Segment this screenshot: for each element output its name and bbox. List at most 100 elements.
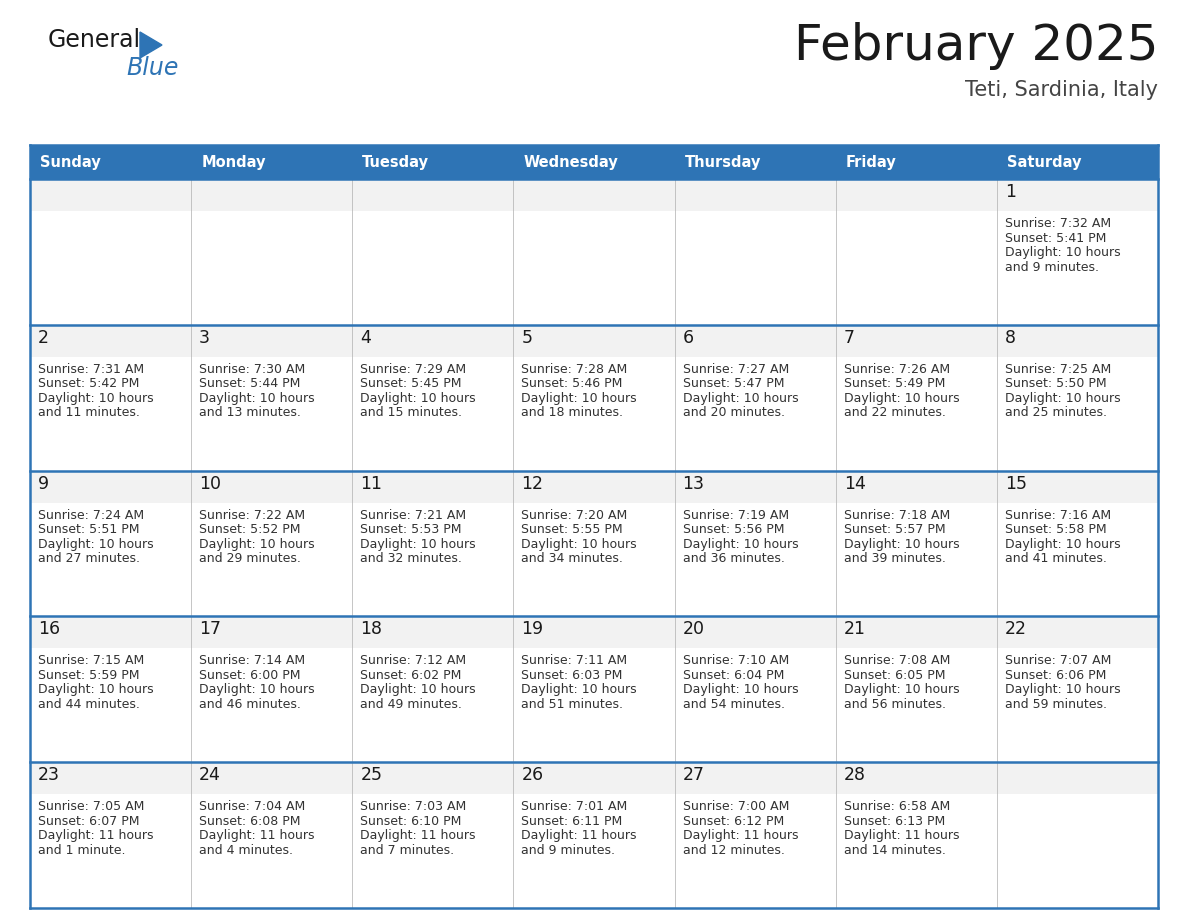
Bar bbox=[997, 503, 1158, 616]
Text: Saturday: Saturday bbox=[1007, 154, 1081, 170]
Text: and 54 minutes.: and 54 minutes. bbox=[683, 698, 784, 711]
Text: Sunrise: 7:08 AM: Sunrise: 7:08 AM bbox=[843, 655, 950, 667]
Text: Sunset: 6:10 PM: Sunset: 6:10 PM bbox=[360, 815, 462, 828]
Bar bbox=[353, 357, 513, 471]
Text: Sunrise: 7:28 AM: Sunrise: 7:28 AM bbox=[522, 363, 627, 375]
Text: Daylight: 10 hours: Daylight: 10 hours bbox=[843, 392, 960, 405]
Bar bbox=[513, 211, 675, 325]
Bar bbox=[30, 145, 191, 179]
Bar bbox=[30, 648, 191, 762]
Text: Sunset: 6:04 PM: Sunset: 6:04 PM bbox=[683, 669, 784, 682]
Text: Sunrise: 7:00 AM: Sunrise: 7:00 AM bbox=[683, 800, 789, 813]
Text: and 29 minutes.: and 29 minutes. bbox=[200, 552, 301, 565]
Text: Daylight: 10 hours: Daylight: 10 hours bbox=[522, 538, 637, 551]
Text: Daylight: 10 hours: Daylight: 10 hours bbox=[843, 684, 960, 697]
Text: 25: 25 bbox=[360, 767, 383, 784]
Text: Sunset: 5:45 PM: Sunset: 5:45 PM bbox=[360, 377, 462, 390]
Text: General: General bbox=[48, 28, 141, 52]
Text: 19: 19 bbox=[522, 621, 544, 638]
Text: Daylight: 10 hours: Daylight: 10 hours bbox=[683, 392, 798, 405]
Text: and 11 minutes.: and 11 minutes. bbox=[38, 407, 140, 420]
Text: Daylight: 10 hours: Daylight: 10 hours bbox=[360, 392, 476, 405]
Bar bbox=[513, 471, 675, 503]
Text: Daylight: 10 hours: Daylight: 10 hours bbox=[1005, 538, 1120, 551]
Bar bbox=[675, 503, 835, 616]
Bar bbox=[30, 762, 191, 794]
Text: Sunrise: 7:27 AM: Sunrise: 7:27 AM bbox=[683, 363, 789, 375]
Text: and 15 minutes.: and 15 minutes. bbox=[360, 407, 462, 420]
Bar bbox=[353, 794, 513, 908]
Bar bbox=[835, 145, 997, 179]
Bar bbox=[30, 794, 191, 908]
Text: Sunset: 5:46 PM: Sunset: 5:46 PM bbox=[522, 377, 623, 390]
Text: Sunset: 6:12 PM: Sunset: 6:12 PM bbox=[683, 815, 784, 828]
Text: Sunrise: 7:22 AM: Sunrise: 7:22 AM bbox=[200, 509, 305, 521]
Text: and 49 minutes.: and 49 minutes. bbox=[360, 698, 462, 711]
Text: Sunrise: 7:12 AM: Sunrise: 7:12 AM bbox=[360, 655, 467, 667]
Text: 17: 17 bbox=[200, 621, 221, 638]
Text: 24: 24 bbox=[200, 767, 221, 784]
Text: Daylight: 11 hours: Daylight: 11 hours bbox=[38, 829, 153, 843]
Bar bbox=[353, 145, 513, 179]
Text: and 46 minutes.: and 46 minutes. bbox=[200, 698, 301, 711]
Bar bbox=[997, 357, 1158, 471]
Text: Sunset: 5:59 PM: Sunset: 5:59 PM bbox=[38, 669, 139, 682]
Bar bbox=[835, 794, 997, 908]
Text: Sunrise: 7:31 AM: Sunrise: 7:31 AM bbox=[38, 363, 144, 375]
Bar bbox=[513, 794, 675, 908]
Text: Sunset: 5:47 PM: Sunset: 5:47 PM bbox=[683, 377, 784, 390]
Bar bbox=[353, 325, 513, 357]
Bar bbox=[353, 471, 513, 503]
Bar bbox=[513, 145, 675, 179]
Text: 2: 2 bbox=[38, 329, 49, 347]
Bar bbox=[513, 325, 675, 357]
Bar bbox=[675, 794, 835, 908]
Text: Sunrise: 7:05 AM: Sunrise: 7:05 AM bbox=[38, 800, 145, 813]
Text: Daylight: 10 hours: Daylight: 10 hours bbox=[360, 538, 476, 551]
Text: Daylight: 10 hours: Daylight: 10 hours bbox=[38, 538, 153, 551]
Bar bbox=[835, 503, 997, 616]
Bar bbox=[835, 471, 997, 503]
Bar bbox=[675, 145, 835, 179]
Bar bbox=[997, 648, 1158, 762]
Text: 6: 6 bbox=[683, 329, 694, 347]
Bar bbox=[997, 325, 1158, 357]
Bar bbox=[835, 616, 997, 648]
Text: Sunset: 5:55 PM: Sunset: 5:55 PM bbox=[522, 523, 623, 536]
Bar bbox=[513, 179, 675, 211]
Text: Wednesday: Wednesday bbox=[524, 154, 618, 170]
Bar bbox=[997, 794, 1158, 908]
Text: 8: 8 bbox=[1005, 329, 1016, 347]
Bar bbox=[997, 616, 1158, 648]
Text: 21: 21 bbox=[843, 621, 866, 638]
Bar bbox=[513, 648, 675, 762]
Text: Sunrise: 7:25 AM: Sunrise: 7:25 AM bbox=[1005, 363, 1111, 375]
Text: Sunrise: 7:01 AM: Sunrise: 7:01 AM bbox=[522, 800, 627, 813]
Text: February 2025: February 2025 bbox=[794, 22, 1158, 70]
Text: 14: 14 bbox=[843, 475, 866, 493]
Bar bbox=[30, 357, 191, 471]
Text: 4: 4 bbox=[360, 329, 371, 347]
Text: 15: 15 bbox=[1005, 475, 1026, 493]
Bar bbox=[675, 471, 835, 503]
Bar bbox=[30, 471, 191, 503]
Text: Monday: Monday bbox=[201, 154, 266, 170]
Text: and 34 minutes.: and 34 minutes. bbox=[522, 552, 624, 565]
Text: Sunset: 6:08 PM: Sunset: 6:08 PM bbox=[200, 815, 301, 828]
Bar bbox=[835, 357, 997, 471]
Text: and 41 minutes.: and 41 minutes. bbox=[1005, 552, 1107, 565]
Text: 16: 16 bbox=[38, 621, 61, 638]
Text: Sunset: 6:11 PM: Sunset: 6:11 PM bbox=[522, 815, 623, 828]
Bar bbox=[30, 179, 191, 211]
Bar bbox=[675, 616, 835, 648]
Text: Sunset: 5:49 PM: Sunset: 5:49 PM bbox=[843, 377, 946, 390]
Text: Daylight: 10 hours: Daylight: 10 hours bbox=[200, 538, 315, 551]
Text: 20: 20 bbox=[683, 621, 704, 638]
Text: Sunset: 5:42 PM: Sunset: 5:42 PM bbox=[38, 377, 139, 390]
Bar bbox=[513, 762, 675, 794]
Text: Tuesday: Tuesday bbox=[362, 154, 429, 170]
Bar bbox=[675, 762, 835, 794]
Text: 13: 13 bbox=[683, 475, 704, 493]
Text: Sunset: 5:56 PM: Sunset: 5:56 PM bbox=[683, 523, 784, 536]
Bar bbox=[30, 211, 191, 325]
